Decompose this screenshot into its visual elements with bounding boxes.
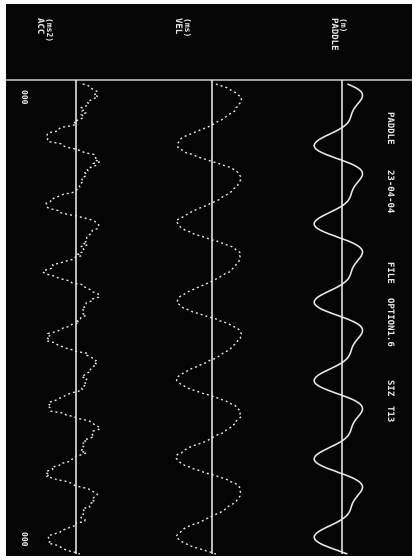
file-name-label: OPTION1.6 xyxy=(385,298,395,347)
run-name-label: PADDLE xyxy=(385,112,395,145)
corner-label: 000 xyxy=(20,90,29,105)
corner-label-bottom: 000 xyxy=(20,532,29,547)
extra-value-label: T13 xyxy=(385,406,395,422)
extra-label: SIZ xyxy=(385,380,395,397)
vel-unit-label: (ms) xyxy=(183,18,192,37)
trace-group xyxy=(41,80,364,555)
run-number-label: 23-04-04 xyxy=(385,170,395,214)
paddle-trace xyxy=(313,83,364,555)
paddle-series-label: PADDLE xyxy=(329,18,339,51)
vel-series-label: VEL xyxy=(173,18,183,35)
oscilloscope-chart: ACC (ms2) VEL (ms) PADDLE (m) PADDLE 23-… xyxy=(6,18,412,555)
acc-unit-label: (ms2) xyxy=(45,18,54,42)
oscilloscope-panel: ACC (ms2) VEL (ms) PADDLE (m) PADDLE 23-… xyxy=(6,4,412,556)
acc-series-label: ACC xyxy=(35,18,45,34)
vel-trace xyxy=(175,83,243,555)
paddle-unit-label: (m) xyxy=(339,18,348,32)
acc-trace xyxy=(41,83,103,555)
file-label: FILE xyxy=(385,262,395,284)
